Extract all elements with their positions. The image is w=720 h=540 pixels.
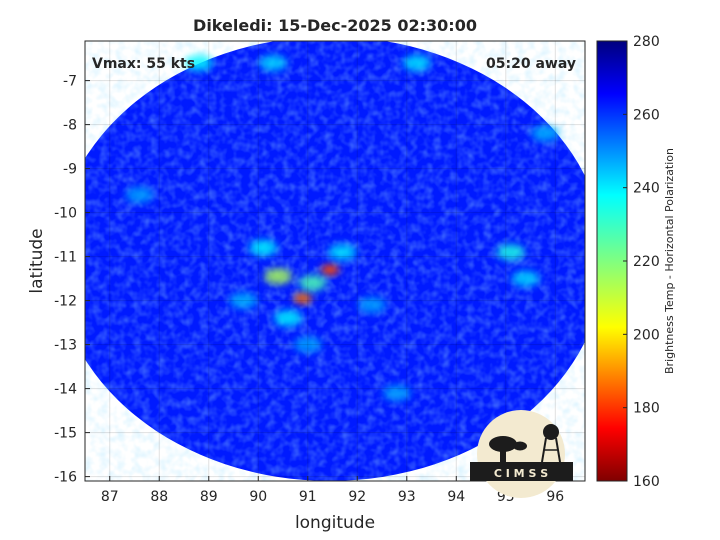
y-tick-label: -9 (63, 162, 77, 178)
swath-texture (85, 41, 585, 481)
x-tick-label: 88 (150, 489, 168, 505)
y-tick-label: -12 (54, 294, 77, 310)
colorbar-tick-label: 160 (633, 474, 660, 490)
brightness-feature (273, 310, 302, 327)
x-tick-label: 89 (200, 489, 218, 505)
brightness-feature (293, 336, 322, 353)
brightness-feature (321, 264, 340, 275)
away-annotation: 05:20 away (486, 56, 576, 72)
brightness-feature (531, 125, 560, 142)
y-tick-label: -8 (63, 118, 77, 134)
brightness-feature (293, 293, 312, 304)
x-ticks: 87 88 89 90 91 92 93 94 95 96 (101, 476, 564, 505)
colorbar-tick-label: 260 (633, 107, 660, 123)
colorbar-tick-label: 180 (633, 401, 660, 417)
y-tick-label: -16 (54, 470, 77, 486)
colorbar-tick-label: 200 (633, 327, 660, 343)
x-axis-label: longitude (295, 513, 375, 533)
x-tick-label: 90 (249, 489, 267, 505)
brightness-feature (264, 268, 293, 285)
brightness-feature (358, 297, 387, 313)
y-tick-label: -15 (54, 426, 77, 442)
colorbar (597, 41, 627, 481)
y-ticks: -7 -8 -9 -10 -11 -12 -13 -14 -15 -16 (54, 74, 90, 486)
brightness-feature (249, 239, 278, 256)
y-tick-label: -10 (54, 206, 77, 222)
y-tick-label: -13 (54, 338, 77, 354)
logo-disc (477, 410, 565, 498)
colorbar-tick-label: 220 (633, 254, 660, 270)
cimss-logo: C I M S S (470, 410, 573, 498)
x-tick-label: 87 (101, 489, 119, 505)
x-tick-label: 94 (447, 489, 465, 505)
logo-ground (470, 462, 573, 481)
brightness-feature (511, 270, 540, 287)
swath-layer (85, 41, 585, 481)
colorbar-label: Brightness Temp - Horizontal Polarizatio… (663, 148, 676, 374)
x-tick-label: 93 (398, 489, 416, 505)
y-axis-label: latitude (27, 228, 47, 293)
logo-text: C I M S S (494, 467, 548, 480)
brightness-feature (402, 55, 431, 71)
dish-icon (489, 436, 517, 452)
chart-title: Dikeledi: 15-Dec-2025 02:30:00 (193, 16, 477, 35)
y-tick-label: -7 (63, 74, 77, 90)
y-tick-label: -11 (54, 250, 77, 266)
x-tick-label: 91 (299, 489, 317, 505)
x-tick-label: 96 (546, 489, 564, 505)
vmax-annotation: Vmax: 55 kts (92, 56, 195, 72)
brightness-feature (382, 385, 411, 401)
brightness-feature (184, 55, 213, 71)
y-tick-label: -14 (54, 382, 77, 398)
brightness-feature (259, 55, 288, 71)
colorbar-tick-label: 280 (633, 34, 660, 50)
axes-frame (84, 40, 586, 482)
tower-icon (543, 424, 559, 440)
brightness-feature (229, 292, 258, 309)
colorbar-tick-label: 240 (633, 181, 660, 197)
brightness-feature (298, 275, 327, 291)
x-tick-label: 92 (348, 489, 366, 505)
brightness-feature (496, 244, 525, 261)
colorbar-ticks: 160 180 200 220 240 260 280 (623, 34, 660, 490)
brightness-feature (328, 244, 357, 261)
brightness-feature (125, 187, 154, 203)
